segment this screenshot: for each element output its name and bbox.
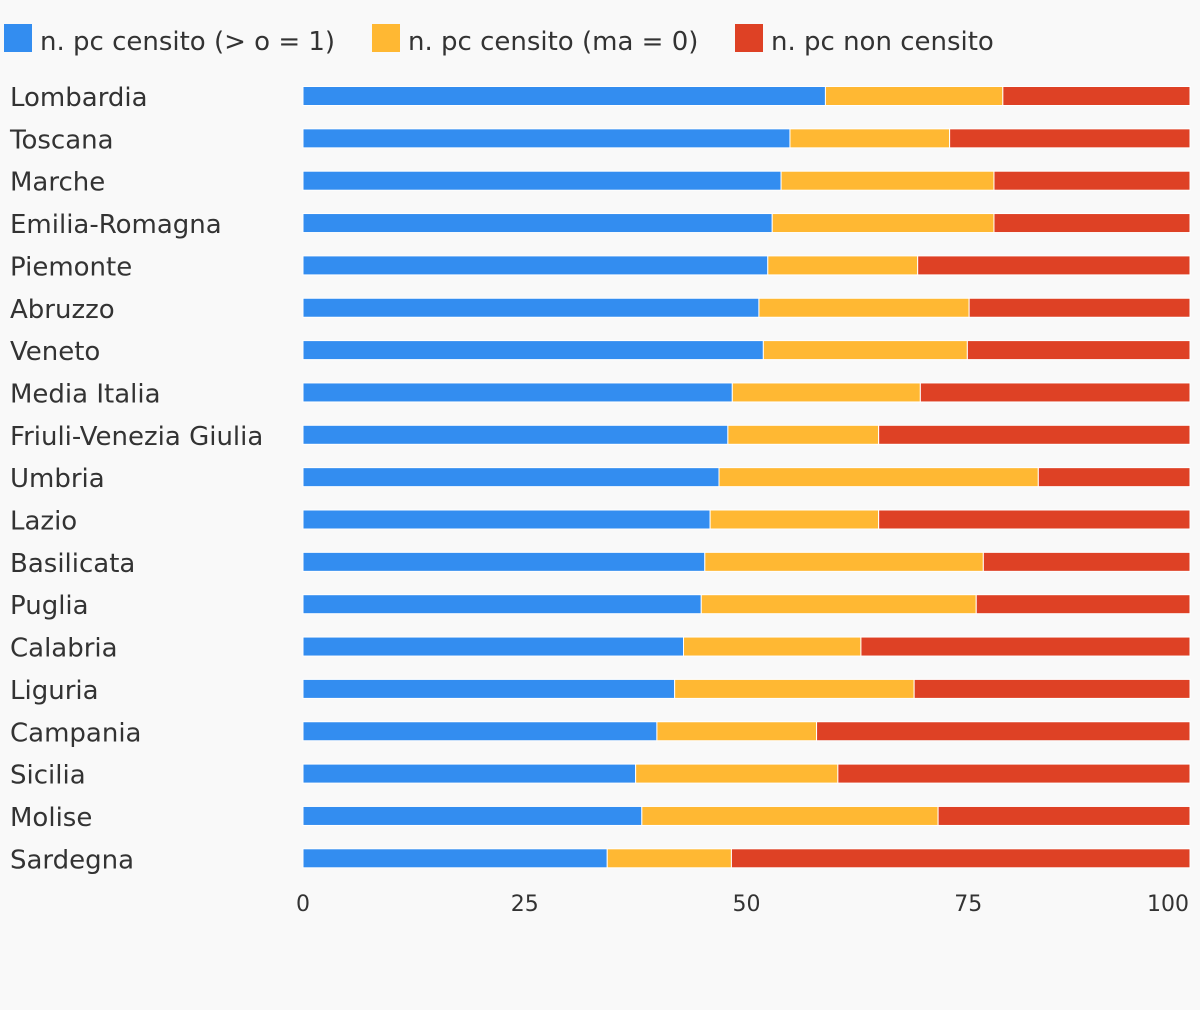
bar-segment-series-1 (302, 636, 685, 657)
bar-segment-series-3 (937, 805, 1191, 826)
category-label: Liguria (10, 676, 99, 706)
bar-segment-series-2 (789, 128, 951, 149)
x-tick-label: 25 (511, 892, 539, 917)
category-label: Puglia (10, 591, 89, 621)
bar-segment-series-2 (731, 382, 921, 403)
category-label: Friuli-Venezia Giulia (10, 422, 263, 452)
category-label: Marche (10, 168, 105, 198)
category-label: Veneto (10, 337, 100, 367)
bar-segment-series-1 (302, 763, 637, 784)
bar-segment-series-3 (968, 297, 1191, 318)
bar-segment-series-2 (709, 509, 880, 530)
x-axis-ticks: 0 25 50 75 100 (296, 892, 1189, 917)
bar-segment-series-3 (919, 382, 1191, 403)
bar-segment-series-1 (302, 805, 643, 826)
category-label: Media Italia (10, 379, 161, 409)
legend-label-2: n. pc censito (ma = 0) (408, 27, 698, 57)
legend-swatch-2 (372, 24, 400, 52)
bar-segment-series-1 (302, 848, 608, 869)
category-label: Umbria (10, 464, 105, 494)
x-tick-label: 0 (296, 892, 310, 917)
bar-segment-series-3 (982, 551, 1191, 572)
bar-segment-series-3 (878, 424, 1191, 445)
legend: n. pc censito (> o = 1) n. pc censito (ma… (4, 24, 994, 57)
bar-segment-series-1 (302, 382, 733, 403)
bar-segment-series-3 (878, 509, 1191, 530)
category-labels: Lombardia Toscana Marche Emilia-Romagna Piem… (9, 83, 263, 875)
bar-segment-series-1 (302, 467, 720, 488)
bar-segment-series-1 (302, 255, 769, 276)
bar-segment-series-1 (302, 509, 711, 530)
bar-segment-series-1 (302, 340, 764, 361)
bar-segment-series-2 (762, 340, 968, 361)
bar-segment-series-2 (758, 297, 970, 318)
bar-segment-series-2 (606, 848, 732, 869)
bar-segment-series-3 (816, 721, 1191, 742)
bar-segment-series-2 (700, 594, 977, 615)
category-label: Sicilia (10, 761, 86, 791)
category-label: Molise (10, 803, 92, 833)
x-tick-label: 50 (733, 892, 761, 917)
category-label: Lazio (10, 507, 77, 537)
bars (302, 86, 1191, 869)
bar-segment-series-2 (780, 170, 995, 191)
bar-segment-series-1 (302, 721, 658, 742)
category-label: Calabria (10, 634, 118, 664)
bar-segment-series-2 (683, 636, 862, 657)
category-label: Sardegna (10, 845, 134, 875)
x-tick-label: 75 (954, 892, 982, 917)
category-label: Emilia-Romagna (10, 210, 222, 240)
bar-segment-series-1 (302, 297, 760, 318)
legend-swatch-3 (735, 24, 763, 52)
category-label: Piemonte (10, 252, 132, 282)
bar-segment-series-2 (656, 721, 818, 742)
category-label: Toscana (9, 125, 114, 155)
bar-segment-series-2 (674, 678, 915, 699)
bar-segment-series-2 (727, 424, 880, 445)
bar-segment-series-3 (860, 636, 1191, 657)
bar-segment-series-3 (837, 763, 1191, 784)
bar-segment-series-3 (949, 128, 1191, 149)
bar-segment-series-1 (302, 128, 791, 149)
bar-segment-series-3 (913, 678, 1191, 699)
bar-segment-series-2 (767, 255, 919, 276)
bar-segment-series-2 (704, 551, 984, 572)
bar-segment-series-2 (635, 763, 839, 784)
category-label: Basilicata (10, 549, 135, 579)
legend-swatch-1 (4, 24, 32, 52)
bar-segment-series-3 (1002, 86, 1191, 106)
bar-segment-series-2 (718, 467, 1039, 488)
legend-label-1: n. pc censito (> o = 1) (40, 27, 335, 57)
legend-label-3: n. pc non censito (771, 27, 994, 57)
category-label: Campania (10, 718, 142, 748)
bar-segment-series-3 (917, 255, 1191, 276)
bar-segment-series-3 (1037, 467, 1191, 488)
bar-segment-series-3 (975, 594, 1191, 615)
bar-segment-series-1 (302, 170, 782, 191)
bar-segment-series-1 (302, 424, 729, 445)
bar-segment-series-3 (993, 170, 1191, 191)
bar-segment-series-2 (771, 213, 995, 234)
bar-segment-series-3 (730, 848, 1191, 869)
x-tick-label: 100 (1147, 892, 1189, 917)
bar-segment-series-1 (302, 86, 826, 106)
bar-segment-series-1 (302, 551, 706, 572)
bar-segment-series-2 (824, 86, 1004, 106)
category-label: Abruzzo (10, 295, 115, 325)
category-label: Lombardia (10, 83, 148, 113)
bar-segment-series-2 (641, 805, 939, 826)
bar-segment-series-3 (993, 213, 1191, 234)
bar-segment-series-3 (966, 340, 1191, 361)
bar-segment-series-1 (302, 594, 702, 615)
bar-segment-series-1 (302, 213, 773, 234)
bar-segment-series-1 (302, 678, 676, 699)
